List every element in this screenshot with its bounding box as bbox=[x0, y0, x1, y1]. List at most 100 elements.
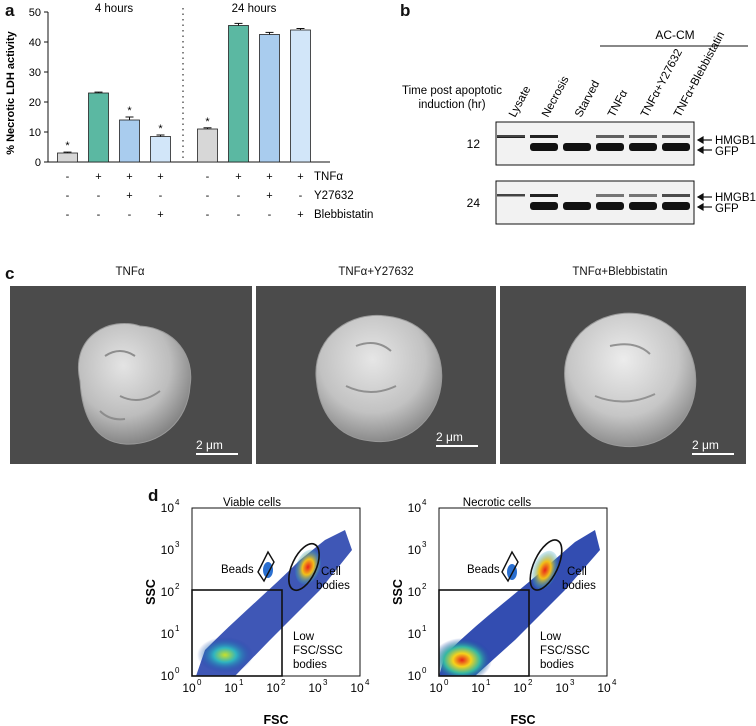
hmgb1-band bbox=[629, 135, 657, 138]
y-tick-base: 10 bbox=[408, 585, 422, 599]
significance-star: * bbox=[205, 116, 210, 128]
bar-chart-ldh: % Necrotic LDH activity 0 10 20 30 40 50 * * * 4 … bbox=[5, 3, 373, 221]
gfp-band bbox=[629, 143, 657, 151]
x-tick-exp: 3 bbox=[570, 678, 575, 687]
y-tick-label: 0 bbox=[35, 157, 41, 169]
scale-bar-text-3: 2 μm bbox=[692, 438, 719, 452]
treatment-sign: + bbox=[157, 209, 163, 221]
panel-c-label: c bbox=[5, 264, 15, 283]
scale-bar-3: 2 μm bbox=[692, 438, 734, 455]
y-tick-exp: 4 bbox=[422, 498, 427, 507]
necrotic-low-label-1: Low bbox=[540, 631, 562, 643]
y-tick-base: 10 bbox=[161, 627, 175, 641]
y-tick-base: 10 bbox=[408, 669, 422, 683]
treatment-sign: + bbox=[126, 190, 132, 202]
necrotic-low-label-2: FSC/SSC bbox=[540, 645, 590, 657]
treatment-sign: + bbox=[297, 171, 303, 183]
viable-cell-label-2: bodies bbox=[316, 580, 350, 592]
treatment-sign: + bbox=[95, 171, 101, 183]
necrotic-cell-label-2: bodies bbox=[562, 580, 596, 592]
y-tick-base: 10 bbox=[161, 585, 175, 599]
x-tick-exp: 2 bbox=[528, 678, 533, 687]
x-tick-base: 10 bbox=[471, 681, 485, 695]
hmgb1-label-12: HMGB1 bbox=[715, 135, 756, 147]
y-tick-base: 10 bbox=[161, 543, 175, 557]
x-tick-base: 10 bbox=[308, 681, 322, 695]
scale-bar-1: 2 μm bbox=[196, 438, 238, 455]
lane-label: Starved bbox=[573, 79, 602, 120]
necrotic-beads-gate bbox=[501, 550, 519, 583]
hmgb1-band bbox=[596, 135, 624, 138]
viable-low-gate bbox=[191, 589, 283, 677]
y-tick-exp: 2 bbox=[175, 582, 180, 591]
hmgb1-band bbox=[530, 194, 558, 197]
y-tick-label: 40 bbox=[29, 37, 41, 49]
treatment-label: Blebbistatin bbox=[314, 209, 373, 221]
x-tick-exp: 1 bbox=[486, 678, 491, 687]
band-arrows bbox=[696, 135, 712, 212]
significance-star: * bbox=[158, 123, 163, 135]
time-label-line2: induction (hr) bbox=[418, 99, 485, 111]
hmgb1-band bbox=[530, 135, 558, 138]
blot-frame-12 bbox=[495, 121, 695, 166]
treatment-sign: - bbox=[268, 209, 272, 221]
y-tick-base: 10 bbox=[161, 501, 175, 515]
viable-low-label-2: FSC/SSC bbox=[293, 645, 343, 657]
hmgb1-band bbox=[629, 194, 657, 197]
sem-title-blebbistatin: TNFα+Blebbistatin bbox=[572, 266, 668, 278]
timepoint-24: 24 bbox=[467, 196, 481, 210]
y-tick-label: 20 bbox=[29, 97, 41, 109]
treatment-sign: - bbox=[206, 209, 210, 221]
x-tick-base: 10 bbox=[266, 681, 280, 695]
gfp-band bbox=[530, 143, 558, 151]
treatment-sign: - bbox=[97, 190, 101, 202]
gfp-band bbox=[596, 202, 624, 210]
hmgb1-band bbox=[662, 194, 690, 197]
western-blot: AC-CM Time post apoptotic induction (hr)… bbox=[402, 28, 756, 225]
viable-beads-label: Beads bbox=[221, 564, 254, 576]
bar bbox=[119, 119, 140, 163]
viable-cell-gate bbox=[288, 542, 320, 592]
gfp-band bbox=[662, 143, 690, 151]
treatment-sign: - bbox=[128, 209, 132, 221]
necrotic-cell-label-1: Cell bbox=[567, 566, 587, 578]
sem-title-tnfa: TNFα bbox=[115, 266, 145, 278]
lysate-band bbox=[497, 135, 525, 137]
scale-bar-text-1: 2 μm bbox=[196, 438, 223, 452]
flow-cytometry-plots: Viable cells Beads Cell bodies Low FSC/S… bbox=[144, 497, 617, 726]
fsc-axis-label-left: FSC bbox=[264, 713, 289, 726]
sem-title-y27632: TNFα+Y27632 bbox=[338, 266, 414, 278]
gfp-band bbox=[563, 143, 591, 151]
y-tick-exp: 1 bbox=[175, 624, 180, 633]
x-tick-base: 10 bbox=[555, 681, 569, 695]
treatment-label: TNFα bbox=[314, 171, 343, 183]
y-tick-label: 10 bbox=[29, 127, 41, 139]
gfp-band bbox=[596, 143, 624, 151]
viable-density bbox=[196, 530, 352, 676]
lane-label: TNFα+Blebbistatin bbox=[672, 30, 727, 120]
treatment-sign: - bbox=[66, 209, 70, 221]
x-tick-exp: 4 bbox=[365, 678, 370, 687]
y-tick-exp: 3 bbox=[422, 540, 427, 549]
treatment-sign: + bbox=[157, 171, 163, 183]
x-tick-exp: 1 bbox=[239, 678, 244, 687]
time-label-line1: Time post apoptotic bbox=[402, 85, 502, 97]
hmgb1-label-24: HMGB1 bbox=[715, 192, 756, 204]
lysate-band bbox=[497, 194, 525, 196]
gfp-band bbox=[629, 202, 657, 210]
y-tick-exp: 2 bbox=[422, 582, 427, 591]
y-tick-label: 50 bbox=[29, 7, 41, 19]
ssc-axis-label-right: SSC bbox=[391, 579, 405, 605]
necrotic-beads-label: Beads bbox=[467, 564, 500, 576]
x-tick-base: 10 bbox=[182, 681, 196, 695]
bar bbox=[259, 34, 280, 163]
x-tick-base: 10 bbox=[597, 681, 611, 695]
significance-star: * bbox=[127, 105, 132, 117]
x-tick-exp: 2 bbox=[281, 678, 286, 687]
gfp-band bbox=[662, 202, 690, 210]
bar bbox=[57, 152, 78, 163]
bar bbox=[150, 136, 171, 163]
group-title: 4 hours bbox=[95, 3, 134, 15]
sem-image-tnfa: 2 μm bbox=[10, 286, 252, 464]
y-tick-label: 30 bbox=[29, 67, 41, 79]
